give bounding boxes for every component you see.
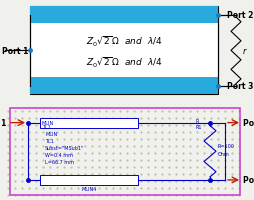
Text: Port 1: Port 1 — [0, 119, 6, 127]
Text: TL1: TL1 — [42, 124, 51, 129]
Text: Port 1: Port 1 — [2, 47, 28, 56]
Bar — [40, 175, 138, 185]
Text: Port 3: Port 3 — [243, 176, 254, 184]
Text: $Z_0\sqrt{2}\,\Omega$  $\it{and}$  $\lambda/4$: $Z_0\sqrt{2}\,\Omega$ $\it{and}$ $\lambd… — [86, 35, 162, 49]
Text: Port 2: Port 2 — [243, 119, 254, 127]
Text: $Z_0\sqrt{2}\,\Omega$  $\it{and}$  $\lambda/4$: $Z_0\sqrt{2}\,\Omega$ $\it{and}$ $\lambd… — [86, 56, 162, 70]
Bar — [30, 7, 218, 24]
Bar — [30, 78, 218, 95]
Text: Ohm: Ohm — [218, 151, 230, 156]
Text: R=100: R=100 — [218, 143, 235, 148]
Text: MLIN
TL1
Subst="MSub1"
W=0.4 mm
L=66.7 mm: MLIN TL1 Subst="MSub1" W=0.4 mm L=66.7 m… — [45, 131, 84, 164]
Text: Port 3: Port 3 — [227, 82, 253, 91]
Text: R: R — [196, 119, 199, 123]
Bar — [30, 7, 218, 95]
Text: MLIN: MLIN — [42, 120, 54, 125]
Text: MLIN4: MLIN4 — [81, 186, 97, 191]
Bar — [10, 108, 240, 195]
Text: Port 2: Port 2 — [227, 11, 253, 20]
Bar — [40, 118, 138, 128]
Text: r: r — [243, 47, 246, 56]
Text: R1: R1 — [196, 125, 202, 129]
